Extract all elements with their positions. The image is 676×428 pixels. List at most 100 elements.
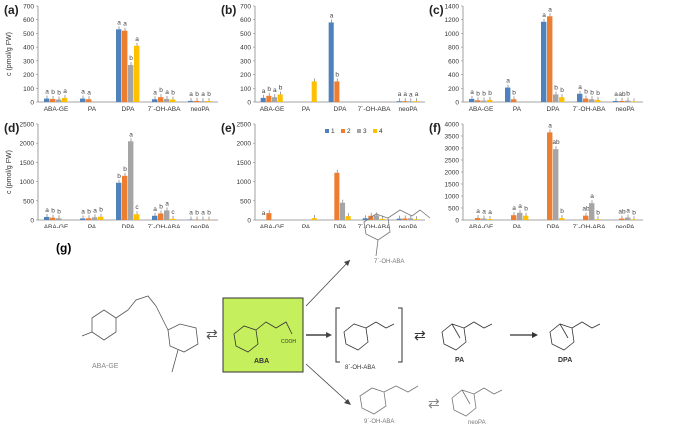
panel-label: (e) — [221, 121, 236, 135]
y-tick-label: 1000 — [20, 179, 35, 186]
x-tick-label: neoPA — [398, 224, 418, 228]
significance-letter: b — [482, 91, 486, 98]
oh9-structure — [359, 385, 419, 415]
bar — [487, 219, 493, 220]
bar — [547, 132, 553, 220]
arrow-to-9oh — [305, 363, 351, 405]
pa-label: PA — [455, 357, 464, 364]
bar — [311, 81, 317, 102]
significance-letter: b — [159, 87, 163, 94]
significance-letter: a — [614, 91, 618, 98]
significance-letter: b — [596, 209, 600, 216]
bracket-left — [335, 307, 340, 363]
y-tick-label: 500 — [23, 31, 34, 38]
significance-letter: a — [135, 36, 139, 43]
bar — [396, 101, 402, 102]
oh8-label: 8´-OH-ABA — [345, 365, 375, 371]
neopa-structure — [451, 387, 503, 417]
bar — [481, 218, 487, 220]
aba-highlight-box — [222, 297, 304, 373]
aba-label: ABA — [254, 358, 269, 365]
significance-letter: ab — [618, 91, 626, 98]
significance-letter: b — [279, 84, 283, 91]
bar — [413, 219, 419, 220]
arrowhead-icon — [344, 399, 351, 405]
significance-letter: b — [57, 90, 61, 97]
significance-letter: a — [165, 89, 169, 96]
y-tick-label: 500 — [448, 206, 459, 213]
bar — [345, 216, 351, 220]
bar — [334, 172, 340, 220]
y-tick-label: 800 — [448, 45, 459, 52]
bar — [505, 87, 511, 102]
legend-label: 4 — [379, 128, 383, 135]
x-tick-label: neoPA — [190, 224, 210, 228]
y-tick-label: 400 — [23, 45, 34, 52]
dpa-structure — [549, 321, 601, 351]
y-tick-label: 1400 — [445, 4, 460, 11]
y-tick-label: 2500 — [20, 122, 35, 129]
x-tick-label: neoPA — [398, 106, 418, 113]
y-tick-label: 1000 — [237, 179, 252, 186]
bar — [56, 99, 62, 102]
y-tick-label: 600 — [23, 17, 34, 24]
bar — [631, 101, 637, 102]
y-tick-label: 1200 — [445, 17, 460, 24]
x-tick-label: ABA-GE — [44, 224, 69, 228]
y-tick-label: 200 — [448, 86, 459, 93]
neopa-label: neoPA — [468, 420, 486, 426]
y-tick-label: 400 — [240, 45, 251, 52]
bar — [116, 29, 122, 102]
bar — [374, 215, 380, 220]
panel-label: (c) — [429, 3, 444, 17]
bar — [523, 215, 529, 220]
significance-letter: b — [195, 91, 199, 98]
bar — [619, 218, 625, 220]
bar — [164, 210, 170, 220]
y-tick-label: 0 — [30, 218, 34, 225]
bar — [266, 95, 272, 102]
arrowhead-icon — [532, 332, 538, 338]
x-tick-label: DPA — [334, 224, 348, 228]
bar — [595, 99, 601, 102]
bar — [86, 99, 92, 102]
x-tick-label: DPA — [547, 106, 561, 113]
panel-label: (f) — [429, 121, 441, 135]
significance-letter: b — [554, 84, 558, 91]
bar — [517, 212, 523, 220]
x-tick-label: DPA — [547, 224, 561, 228]
bar — [98, 216, 104, 220]
y-tick-label: 600 — [240, 17, 251, 24]
bar — [128, 64, 134, 102]
significance-letter: b — [488, 90, 492, 97]
x-tick-label: ABA-GE — [469, 224, 494, 228]
bar — [595, 219, 601, 220]
bar — [158, 97, 164, 102]
significance-letter: a — [482, 209, 486, 216]
bar — [44, 216, 50, 220]
significance-letter: a — [189, 210, 193, 217]
arrow-to-7oh — [305, 259, 351, 307]
significance-letter: b — [596, 90, 600, 97]
bar — [134, 214, 140, 220]
significance-letter: b — [560, 87, 564, 94]
bar — [408, 218, 414, 220]
significance-letter: a — [189, 91, 193, 98]
significance-letter: a — [117, 19, 121, 26]
significance-letter: c — [171, 209, 175, 216]
bar — [631, 219, 637, 220]
x-tick-label: ABA-GE — [260, 224, 285, 228]
significance-letter: a — [153, 89, 157, 96]
bar — [272, 97, 278, 102]
bar — [408, 101, 414, 102]
bar — [413, 101, 419, 102]
bar — [583, 215, 589, 220]
x-tick-label: neoPA — [615, 106, 635, 113]
legend-swatch — [325, 129, 329, 133]
significance-letter: a — [590, 193, 594, 200]
x-tick-label: PA — [302, 224, 311, 228]
significance-letter: b — [524, 206, 528, 213]
significance-letter: b — [51, 89, 55, 96]
x-tick-label: 7´-OH-ABA — [573, 224, 607, 228]
bar — [122, 175, 128, 220]
